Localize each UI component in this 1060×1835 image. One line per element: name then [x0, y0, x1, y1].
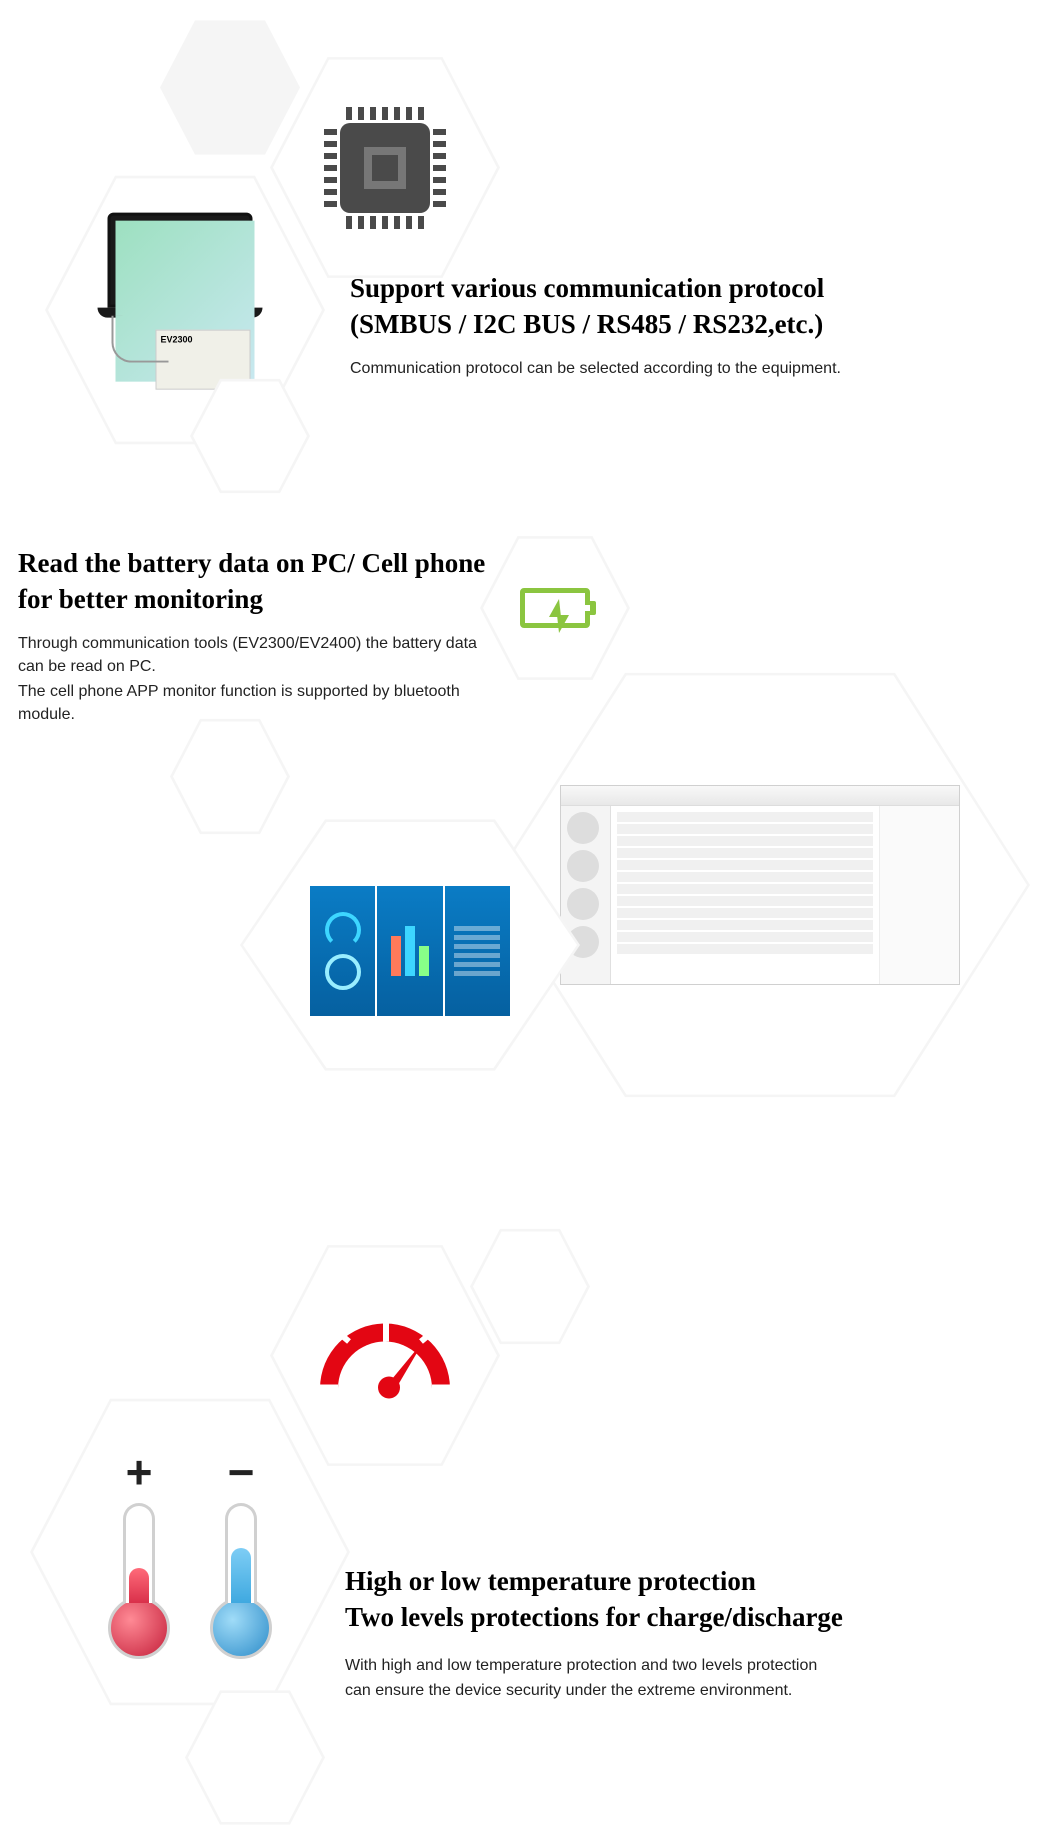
- thermo-cold: −: [210, 1445, 272, 1659]
- section3-title-line2: Two levels protections for charge/discha…: [345, 1599, 1025, 1635]
- section2-desc1: Through communication tools (EV2300/EV24…: [18, 632, 498, 678]
- section1-desc: Communication protocol can be selected a…: [350, 357, 1040, 380]
- section3-desc1: With high and low temperature protection…: [345, 1654, 1025, 1677]
- hex-gauge: [270, 1228, 500, 1483]
- thermometers-icon: + −: [108, 1445, 272, 1659]
- laptop-with-ev2300-icon: EV2300: [108, 213, 263, 390]
- section-battery-monitoring: Read the battery data on PC/ Cell phone …: [0, 510, 1060, 1050]
- hex-inner: [273, 43, 497, 292]
- section1-title-line2: (SMBUS / I2C BUS / RS485 / RS232,etc.): [350, 306, 1040, 342]
- section2-text: Read the battery data on PC/ Cell phone …: [18, 545, 498, 727]
- hex-decor: [170, 710, 290, 843]
- hot-sign: +: [126, 1445, 153, 1499]
- gauge-icon: [320, 1323, 450, 1388]
- section2-title-line2: for better monitoring: [18, 581, 498, 617]
- hex-battery: [480, 525, 630, 691]
- hex-inner: [493, 643, 1027, 1127]
- section1-text: Support various communication protocol (…: [350, 270, 1040, 380]
- mobile-app-screenshot-icon: [310, 886, 510, 1016]
- section-communication-protocol: EV2300 Support various communication pro…: [0, 0, 1060, 480]
- section3-text: High or low temperature protection Two l…: [345, 1563, 1025, 1702]
- hex-decor: [160, 10, 300, 165]
- pc-software-screenshot-icon: [560, 785, 960, 985]
- hex-inner: [273, 1231, 497, 1480]
- section2-title-line1: Read the battery data on PC/ Cell phone: [18, 545, 498, 581]
- section3-desc2: can ensure the device security under the…: [345, 1679, 1025, 1702]
- chip-icon: [340, 123, 430, 213]
- cold-sign: −: [228, 1445, 255, 1499]
- section-temperature-protection: + − High or low temperature protection T…: [0, 1220, 1060, 1820]
- section1-title-line1: Support various communication protocol: [350, 270, 1040, 306]
- hex-inner: + −: [33, 1378, 347, 1726]
- section3-title-line1: High or low temperature protection: [345, 1563, 1025, 1599]
- hex-inner: [483, 528, 627, 688]
- hex-chip: [270, 40, 500, 295]
- thermo-hot: +: [108, 1445, 170, 1659]
- hex-software-shot: [490, 640, 1030, 1130]
- hex-thermo: + −: [30, 1375, 350, 1729]
- ev2300-label: EV2300: [161, 335, 193, 345]
- battery-bolt-icon: [520, 588, 590, 628]
